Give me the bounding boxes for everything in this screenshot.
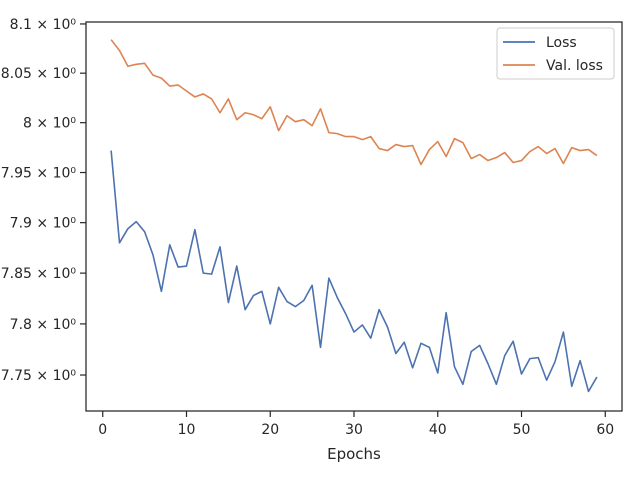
- y-tick-label: 7.9 × 10⁰: [10, 216, 77, 232]
- x-tick-label: 20: [261, 422, 279, 438]
- y-tick-label: 7.75 × 10⁰: [1, 368, 77, 384]
- series-line-loss: [110, 150, 598, 393]
- legend-label: Val. loss: [546, 58, 603, 74]
- legend-box: [496, 27, 615, 80]
- series-line-val-loss: [110, 39, 598, 166]
- series-lines: [110, 39, 598, 393]
- plot-frame: [85, 21, 623, 412]
- legend-label: Loss: [546, 35, 577, 51]
- y-axis-ticks: 7.75 × 10⁰ 7.8 × 10⁰ 7.85 × 10⁰ 7.9 × 10⁰ 7.…: [1, 17, 86, 384]
- y-tick-label: 8 × 10⁰: [23, 116, 76, 132]
- x-tick-label: 40: [429, 422, 447, 438]
- x-tick-label: 10: [178, 422, 196, 438]
- y-tick-label: 8.05 × 10⁰: [1, 66, 77, 82]
- y-tick-label: 7.8 × 10⁰: [10, 317, 77, 333]
- y-tick-label: 7.85 × 10⁰: [1, 266, 77, 282]
- x-tick-label: 0: [98, 422, 107, 438]
- x-tick-label: 50: [513, 422, 531, 438]
- x-tick-label: 60: [596, 422, 614, 438]
- legend: Loss Val. loss: [496, 27, 615, 80]
- x-tick-label: 30: [345, 422, 363, 438]
- x-axis-label: Epochs: [327, 445, 381, 463]
- y-tick-label: 8.1 × 10⁰: [10, 17, 77, 33]
- x-axis-ticks: 0 10 20 30 40 50 60: [98, 411, 614, 438]
- y-tick-label: 7.95 × 10⁰: [1, 166, 77, 182]
